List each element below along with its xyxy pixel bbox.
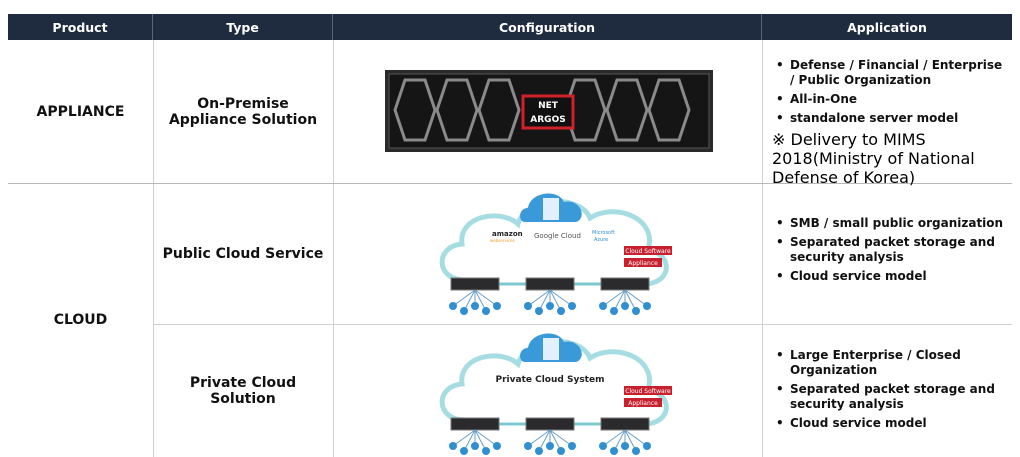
server (600, 417, 650, 431)
divider (762, 40, 763, 457)
type: Private Cloud Solution (189, 374, 297, 407)
tag: Appliance (628, 400, 658, 407)
link (624, 429, 648, 447)
link (527, 289, 551, 307)
link (474, 289, 498, 307)
node (449, 442, 457, 450)
node (599, 442, 607, 450)
bullet-list: Large Enterprise / Closed Organization Se… (772, 348, 1010, 431)
server (525, 417, 575, 431)
node (643, 302, 651, 310)
logo-text: Azure (594, 237, 608, 243)
bullet-item: Cloud service model (772, 416, 1010, 431)
link (602, 429, 626, 447)
header-cell: Configuration (333, 14, 762, 40)
application-cell: SMB / small public organization Separated… (772, 212, 1010, 288)
server-image: NET ARGOS (385, 70, 713, 152)
node (482, 307, 490, 315)
tag: Appliance (628, 260, 658, 267)
bullet-item: Separated packet storage and security an… (772, 382, 1010, 412)
link (452, 289, 476, 307)
node (610, 447, 618, 455)
link (549, 429, 573, 447)
divider (153, 40, 154, 457)
bullet-item: Cloud service model (772, 269, 1010, 284)
node (524, 302, 532, 310)
logo-text: amazon (492, 230, 523, 238)
product: CLOUD (53, 312, 108, 328)
bullet-item: Separated packet storage and security an… (772, 235, 1010, 265)
application-cell: Defense / Financial / Enterprise / Publi… (772, 54, 1010, 187)
bullet-item: All-in-One (772, 92, 1010, 107)
type: Public Cloud Service (162, 245, 324, 262)
node (482, 447, 490, 455)
server (450, 417, 500, 431)
node (632, 447, 640, 455)
node (449, 302, 457, 310)
bullet-list: Defense / Financial / Enterprise / Publi… (772, 58, 1010, 126)
row-divider (8, 183, 1012, 184)
logo-text: webservices (490, 238, 515, 243)
server (450, 277, 500, 291)
node (471, 302, 479, 310)
header-cell: Application (762, 14, 1012, 40)
link (527, 429, 551, 447)
tag: Cloud Software (625, 388, 671, 395)
product: APPLIANCE (36, 103, 125, 120)
node (610, 307, 618, 315)
bullet-list: SMB / small public organization Separated… (772, 216, 1010, 284)
tag: Cloud Software (625, 248, 671, 255)
note: ※ Delivery to MIMS 2018(Ministry of Nati… (772, 130, 975, 187)
server (600, 277, 650, 291)
node (493, 302, 501, 310)
logo-text: ARGOS (530, 115, 565, 125)
node (599, 302, 607, 310)
link (602, 289, 626, 307)
link (474, 429, 498, 447)
private-cloud-diagram: Private Cloud System Cloud Software Appl… (439, 333, 672, 455)
node (643, 442, 651, 450)
bullet-item: Large Enterprise / Closed Organization (772, 348, 1010, 378)
divider (333, 40, 334, 457)
node (460, 447, 468, 455)
node (621, 302, 629, 310)
node (546, 302, 554, 310)
node (568, 442, 576, 450)
node (460, 307, 468, 315)
node (557, 307, 565, 315)
row-divider (153, 324, 1012, 325)
node (493, 442, 501, 450)
node (546, 442, 554, 450)
application-cell: Large Enterprise / Closed Organization Se… (772, 344, 1010, 435)
bullet-item: SMB / small public organization (772, 216, 1010, 231)
node (621, 442, 629, 450)
node (632, 307, 640, 315)
server (525, 277, 575, 291)
node (471, 442, 479, 450)
bullet-item: Defense / Financial / Enterprise / Publi… (772, 58, 1010, 88)
logo-text: Google Cloud (534, 232, 581, 240)
node (535, 447, 543, 455)
logo-text: Microsoft (592, 230, 615, 236)
node (568, 302, 576, 310)
diagram-title: Private Cloud System (496, 375, 605, 385)
node (557, 447, 565, 455)
header-cell: Product (8, 14, 153, 40)
type: On-Premise Appliance Solution (168, 95, 318, 128)
link (624, 289, 648, 307)
header-cell: Type (153, 14, 333, 40)
logo-text: NET (538, 101, 559, 111)
link (549, 289, 573, 307)
link (452, 429, 476, 447)
bullet-item: standalone server model (772, 111, 1010, 126)
public-cloud-diagram: amazon webservices Google Cloud Microsof… (439, 193, 672, 315)
node (524, 442, 532, 450)
node (535, 307, 543, 315)
